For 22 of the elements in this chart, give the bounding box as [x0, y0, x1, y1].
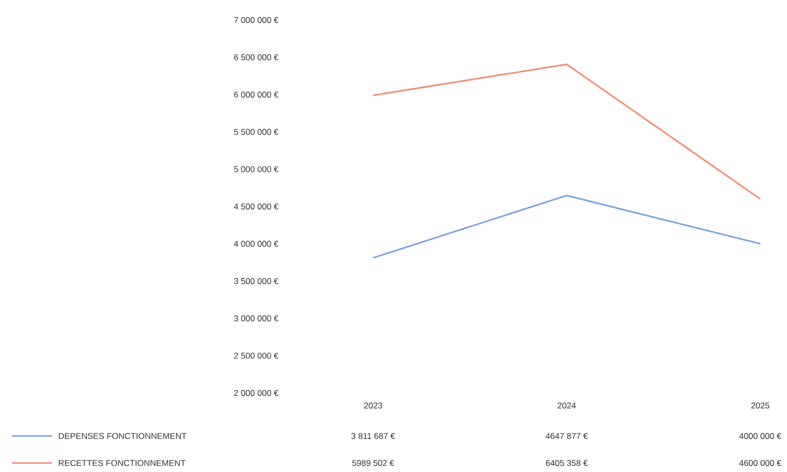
- y-tick-label: 6 000 000 €: [234, 92, 278, 98]
- y-tick-label: 7 000 000 €: [234, 16, 278, 23]
- data-label: 5989 502 €: [352, 460, 394, 466]
- y-tick-label: 3 500 000 €: [234, 278, 278, 284]
- data-label: 4000 000 €: [739, 432, 782, 439]
- x-tick-label: 2025: [751, 402, 770, 408]
- y-tick-label: 4 000 000 €: [234, 240, 278, 247]
- data-label: 4600 000 €: [739, 460, 782, 466]
- x-tick-label: 2023: [364, 402, 382, 408]
- x-tick-label: 2024: [558, 402, 576, 408]
- y-tick-label: 6 500 000 €: [234, 54, 278, 60]
- y-tick-label: 5 000 000 €: [234, 166, 278, 172]
- data-label: 6405 358 €: [546, 460, 588, 466]
- y-tick-label: 4 500 000 €: [234, 203, 278, 210]
- legend-label: RECETTES FONCTIONNEMENT: [58, 460, 186, 466]
- y-tick-label: 3 000 000 €: [234, 315, 278, 322]
- data-label: 4647 877 €: [546, 432, 588, 439]
- y-tick-label: 2 500 000 €: [234, 352, 278, 359]
- y-tick-label: 2 000 000 €: [234, 390, 278, 396]
- data-label: 3 811 687 €: [351, 432, 396, 439]
- legend-label: DEPENSES FONCTIONNEMENT: [58, 432, 186, 439]
- y-tick-label: 5 500 000 €: [234, 128, 278, 135]
